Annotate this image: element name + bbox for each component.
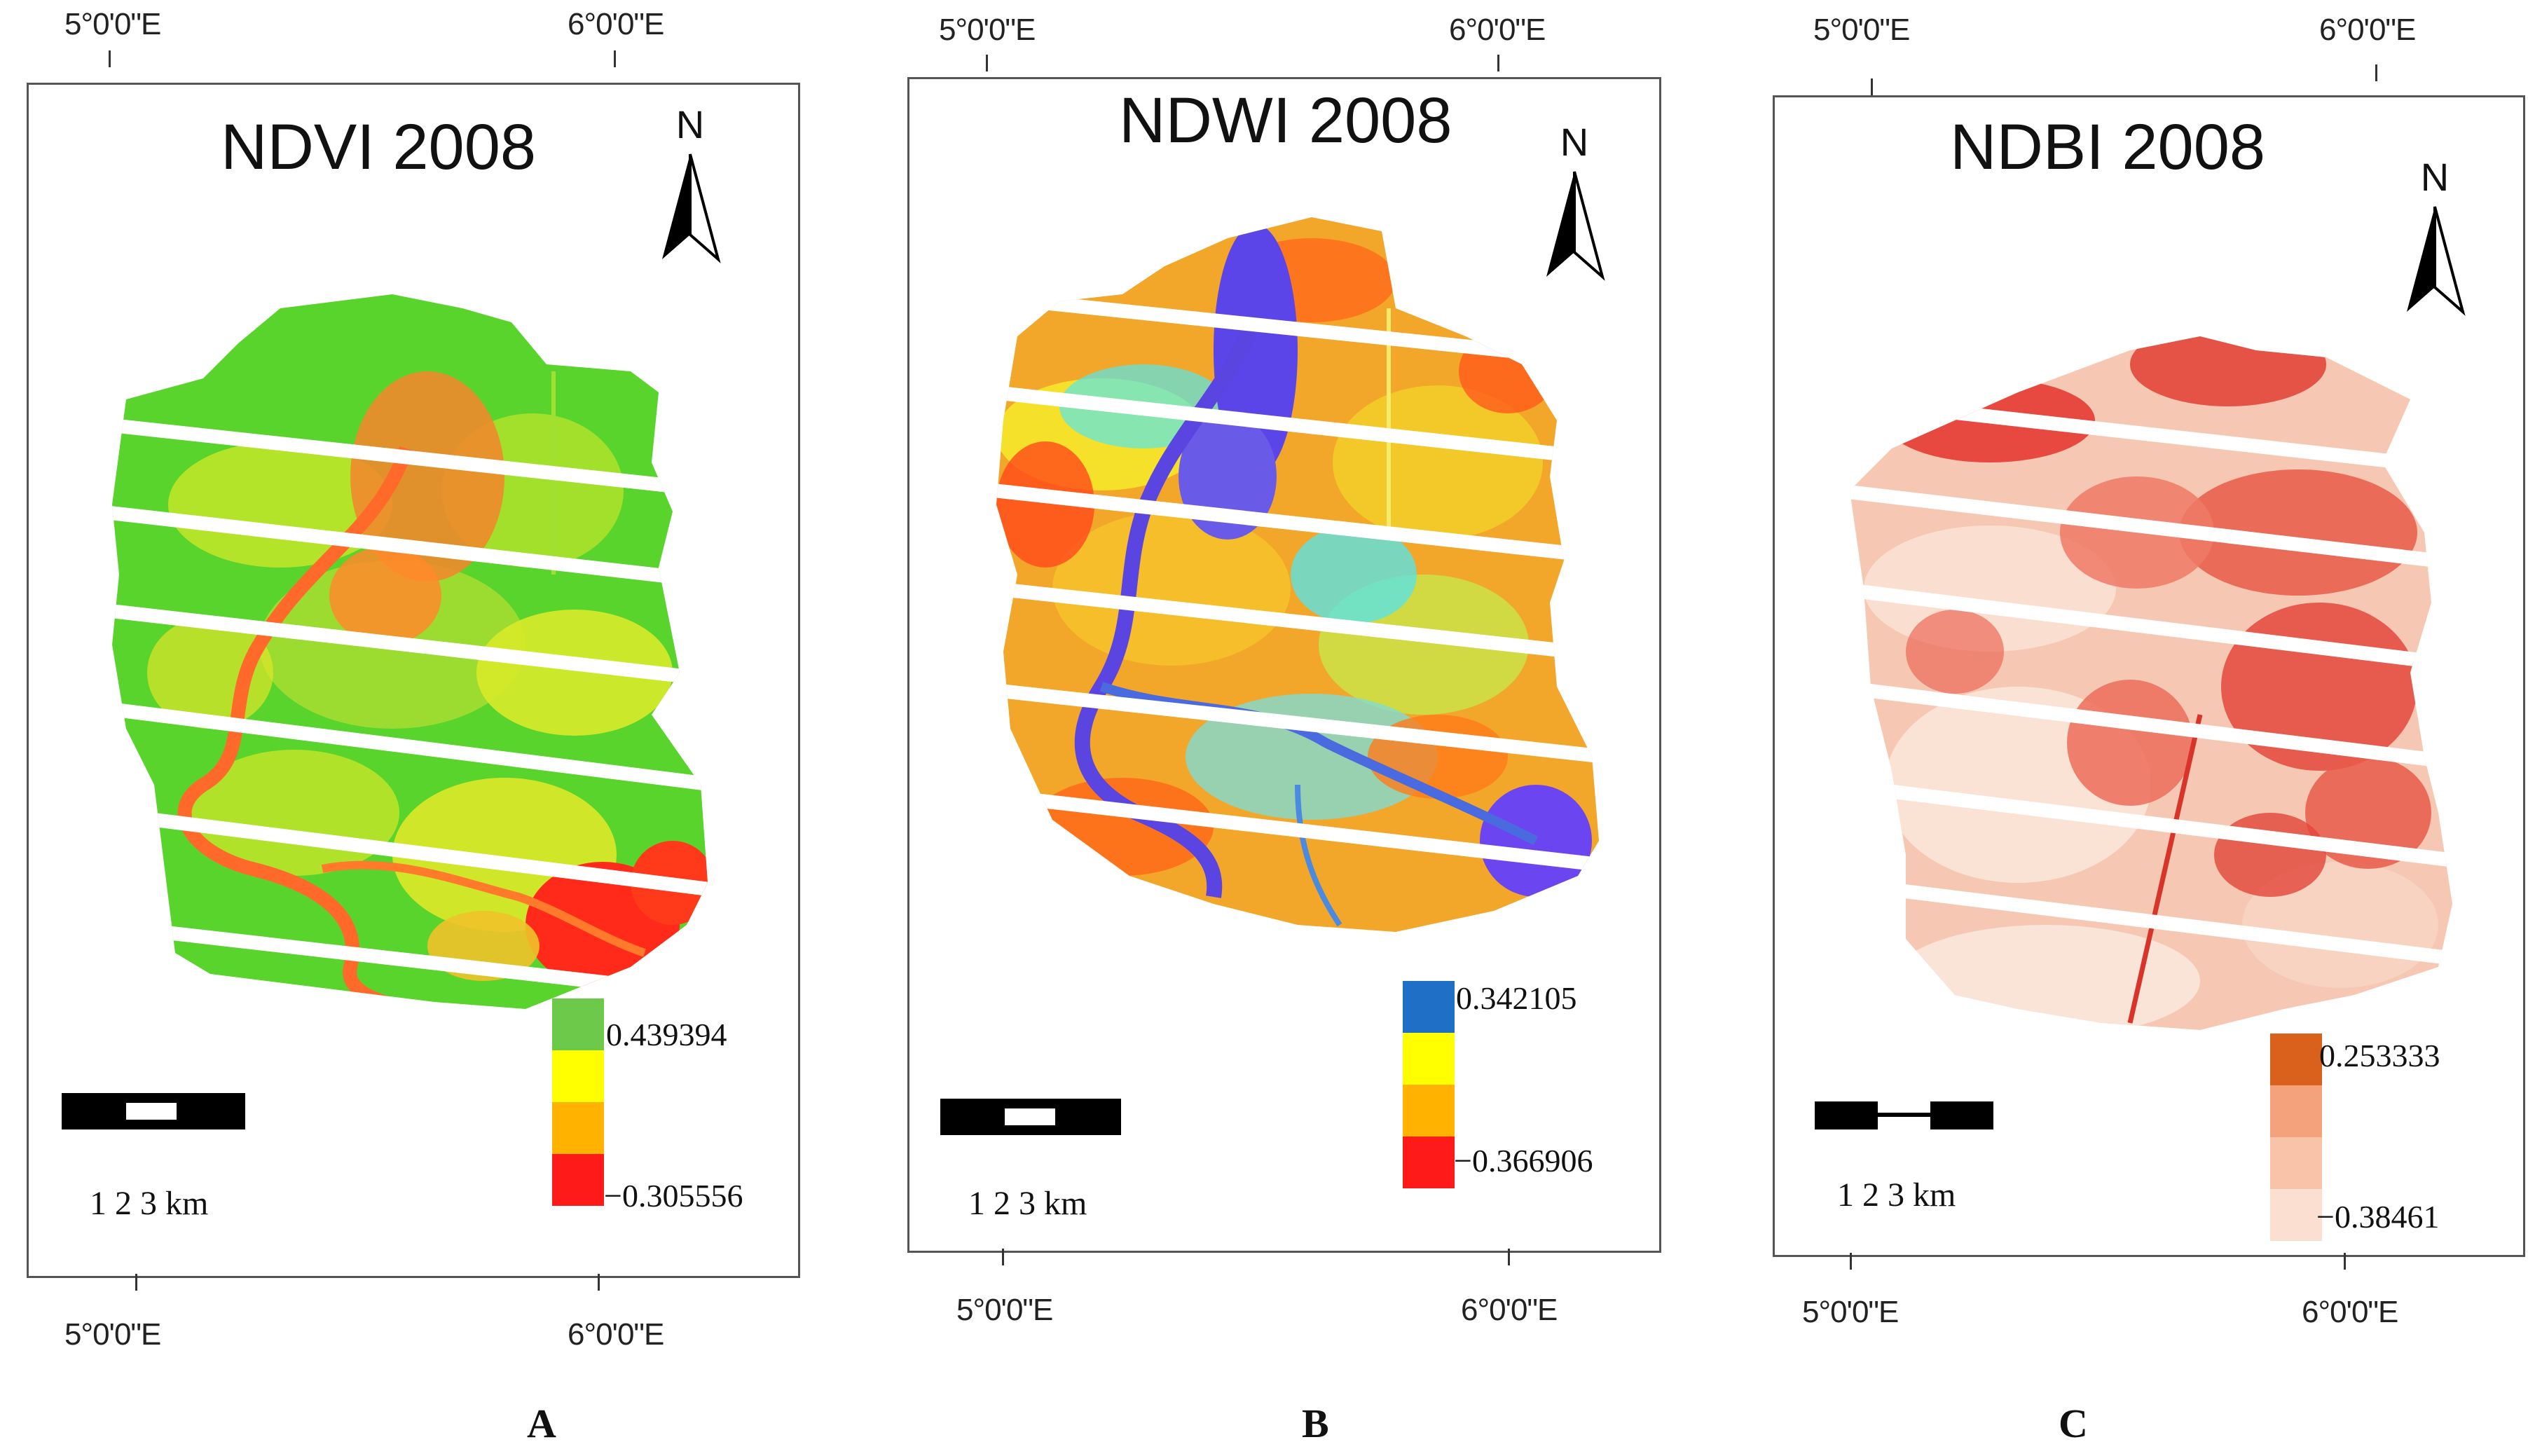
panel-letter: B: [1302, 1401, 1329, 1446]
top-coord-right: 6°0'0"E: [2319, 13, 2416, 47]
scale-bar-label: 1 2 3 km: [968, 1185, 1087, 1222]
top-coord-left: 5°0'0"E: [1813, 13, 1910, 47]
bottom-coord-right: 6°0'0"E: [568, 1317, 664, 1352]
legend-swatch-4: [1403, 1136, 1455, 1188]
legend-swatch-2: [2270, 1085, 2322, 1137]
scale-bar-label: 1 2 3 km: [1837, 1176, 1956, 1214]
legend-swatch-1: [2270, 1033, 2322, 1085]
legend-swatch-1: [1403, 981, 1455, 1033]
ndwi-raster-map: [996, 217, 1599, 932]
legend-min-label: −0.38461: [2316, 1199, 2440, 1235]
map-title: NDVI 2008: [221, 111, 537, 183]
legend-swatch-3: [2270, 1137, 2322, 1189]
scale-bar: [62, 1093, 245, 1129]
bottom-coord-right: 6°0'0"E: [2302, 1295, 2398, 1329]
graticule-tick: [1002, 1249, 1004, 1265]
graticule-tick: [614, 50, 616, 67]
ndvi-raster-map: [112, 294, 708, 1009]
graticule-tick: [2375, 64, 2377, 81]
north-label: N: [1560, 120, 1589, 164]
top-coord-left: 5°0'0"E: [939, 13, 1036, 47]
scale-bar: [1815, 1101, 1993, 1129]
north-arrow-icon: [1546, 171, 1605, 281]
graticule-tick: [1871, 78, 1873, 95]
bottom-coord-left: 5°0'0"E: [64, 1317, 161, 1352]
legend-swatch-4: [2270, 1189, 2322, 1241]
north-label: N: [2420, 155, 2450, 199]
scale-bar: [940, 1099, 1121, 1135]
top-coord-left: 5°0'0"E: [64, 7, 161, 41]
panel-letter: A: [527, 1401, 556, 1446]
graticule-tick: [109, 50, 111, 67]
graticule-tick: [598, 1274, 600, 1291]
graticule-tick: [1850, 1253, 1852, 1270]
legend-min-label: −0.366906: [1454, 1143, 1593, 1179]
ndbi-raster-map: [1850, 336, 2452, 1030]
panel-letter: C: [2059, 1401, 2088, 1446]
north-arrow: N: [1539, 119, 1609, 287]
legend-swatch-3: [552, 1102, 604, 1154]
top-coord-right: 6°0'0"E: [1449, 13, 1546, 47]
north-label: N: [675, 102, 705, 146]
map-title: NDWI 2008: [1119, 85, 1452, 156]
top-coord-right: 6°0'0"E: [568, 7, 664, 41]
legend-swatch-4: [552, 1154, 604, 1206]
legend-swatch-3: [1403, 1085, 1455, 1136]
legend-swatch-2: [552, 1050, 604, 1102]
legend-max-label: 0.253333: [2319, 1038, 2440, 1073]
scale-bar-label: 1 2 3 km: [90, 1185, 209, 1222]
north-arrow-icon: [2407, 206, 2466, 316]
graticule-tick: [135, 1274, 137, 1291]
legend-min-label: −0.305556: [604, 1178, 743, 1214]
bottom-coord-left: 5°0'0"E: [1802, 1295, 1899, 1329]
graticule-tick: [2344, 1253, 2346, 1270]
north-arrow-icon: [662, 153, 721, 263]
legend-max-label: 0.342105: [1456, 980, 1577, 1016]
graticule-tick: [1508, 1249, 1510, 1265]
graticule-tick: [1497, 55, 1499, 71]
north-arrow: N: [2400, 154, 2470, 322]
north-arrow: N: [655, 102, 725, 270]
map-title: NDBI 2008: [1950, 111, 2266, 183]
legend-swatch-1: [552, 998, 604, 1050]
bottom-coord-right: 6°0'0"E: [1461, 1293, 1558, 1327]
legend-max-label: 0.439394: [606, 1017, 727, 1052]
graticule-tick: [986, 55, 988, 71]
bottom-coord-left: 5°0'0"E: [956, 1293, 1053, 1327]
legend-swatch-2: [1403, 1033, 1455, 1085]
